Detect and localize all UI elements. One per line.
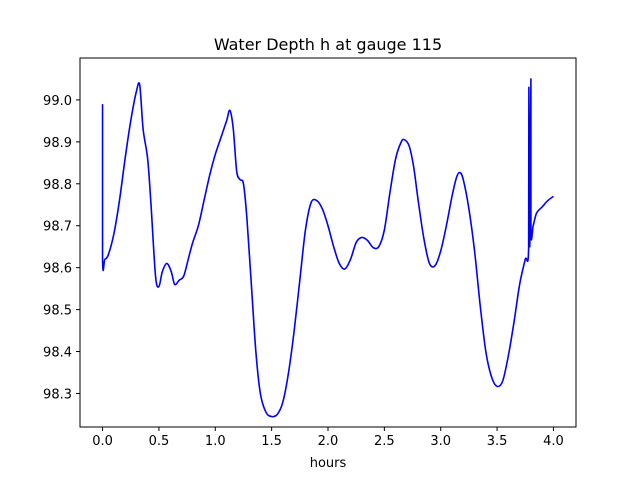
y-tick-label: 98.3: [43, 387, 72, 402]
x-tick-label: 3.5: [487, 434, 508, 449]
y-tick-label: 98.8: [43, 178, 72, 193]
y-tick-label: 98.9: [43, 136, 72, 151]
x-tick-label: 0.0: [92, 434, 113, 449]
y-tick-label: 98.5: [43, 304, 72, 319]
x-axis-label: hours: [310, 456, 347, 471]
y-tick-label: 99.0: [43, 94, 72, 109]
x-tick-label: 3.0: [430, 434, 451, 449]
y-tick-label: 98.4: [43, 346, 72, 361]
plot-frame: [79, 57, 577, 428]
y-axis-ticks: 98.3 98.4 98.5 98.6 98.7 98.8 98.9 99.0: [43, 94, 80, 402]
x-tick-label: 4.0: [543, 434, 564, 449]
x-axis-ticks: 0.0 0.5 1.0 1.5 2.0 2.5 3.0 3.5 4.0: [92, 427, 564, 449]
y-tick-label: 98.7: [43, 220, 72, 235]
series-group: [101, 78, 554, 418]
x-tick-label: 0.5: [149, 434, 170, 449]
x-tick-label: 1.5: [261, 434, 282, 449]
x-tick-label: 1.0: [205, 434, 226, 449]
y-tick-label: 98.6: [43, 262, 72, 277]
chart-title: Water Depth h at gauge 115: [214, 35, 442, 54]
x-tick-label: 2.5: [374, 434, 395, 449]
water-depth-line: [101, 78, 554, 418]
x-tick-label: 2.0: [318, 434, 339, 449]
